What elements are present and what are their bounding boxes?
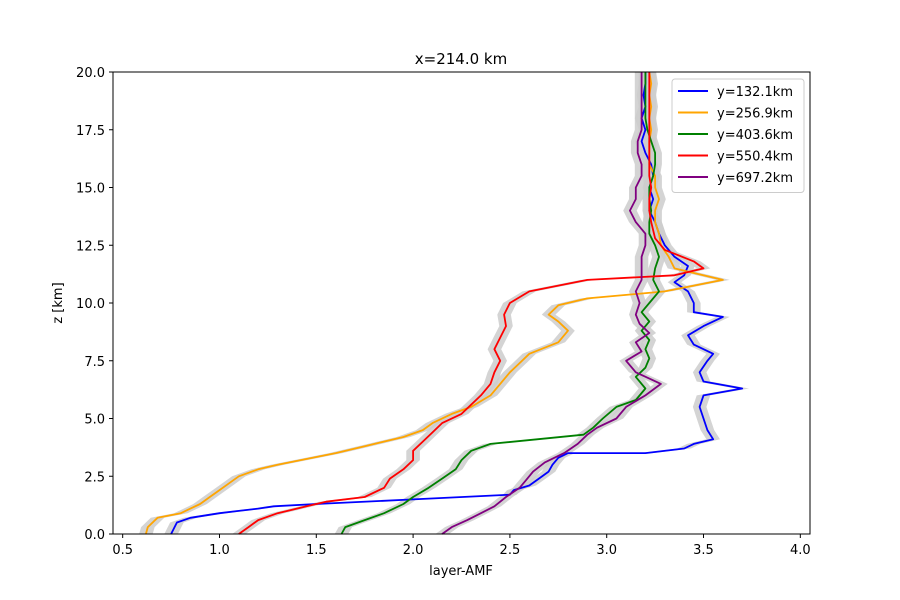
y-tick-label: 5.0: [84, 413, 105, 428]
legend-label-1: y=132.1km: [717, 85, 793, 100]
legend-label-3: y=403.6km: [717, 128, 793, 143]
series-line-5: [441, 72, 662, 535]
x-tick-label: 2.0: [403, 543, 424, 558]
series-line-4: [238, 72, 705, 535]
x-tick-label: 1.0: [209, 543, 230, 558]
y-tick-label: 12.5: [76, 239, 105, 254]
legend-label-2: y=256.9km: [717, 107, 793, 122]
series-line-3: [340, 72, 660, 535]
series-line-2: [145, 71, 724, 535]
y-tick-label: 20.0: [76, 66, 105, 81]
x-tick-label: 0.5: [112, 543, 133, 558]
legend: y=132.1km y=256.9km y=403.6km y=550.4km y=69…: [671, 78, 805, 193]
chart-title: x=214.0 km: [415, 50, 507, 68]
y-tick-label: 0.0: [84, 528, 105, 543]
y-tick-label: 2.5: [84, 470, 105, 485]
y-axis-label: z [km]: [51, 282, 66, 323]
y-tick-label: 15.0: [76, 182, 105, 197]
y-tick-label: 17.5: [76, 124, 105, 139]
legend-label-5: y=697.2km: [717, 171, 793, 186]
x-tick-label: 4.0: [790, 543, 811, 558]
x-axis-label: layer-AMF: [429, 564, 493, 579]
uncertainty-band-5: [435, 72, 668, 534]
uncertainty-bands: [139, 72, 750, 534]
legend-label-4: y=550.4km: [717, 150, 793, 165]
legend-box: [671, 78, 805, 193]
y-tick-label: 7.5: [84, 355, 105, 370]
y-tick-label: 10.0: [76, 297, 105, 312]
x-tick-label: 2.5: [500, 543, 521, 558]
x-tick-label: 3.5: [693, 543, 714, 558]
x-tick-label: 1.5: [306, 543, 327, 558]
x-axis: 0.5 1.0 1.5 2.0 2.5 3.0 3.5 4.0: [112, 534, 811, 558]
series-lines: [145, 71, 744, 535]
y-axis: 0.0 2.5 5.0 7.5 10.0 12.5 15.0 17.5 20.0: [76, 66, 113, 543]
x-tick-label: 3.0: [596, 543, 617, 558]
